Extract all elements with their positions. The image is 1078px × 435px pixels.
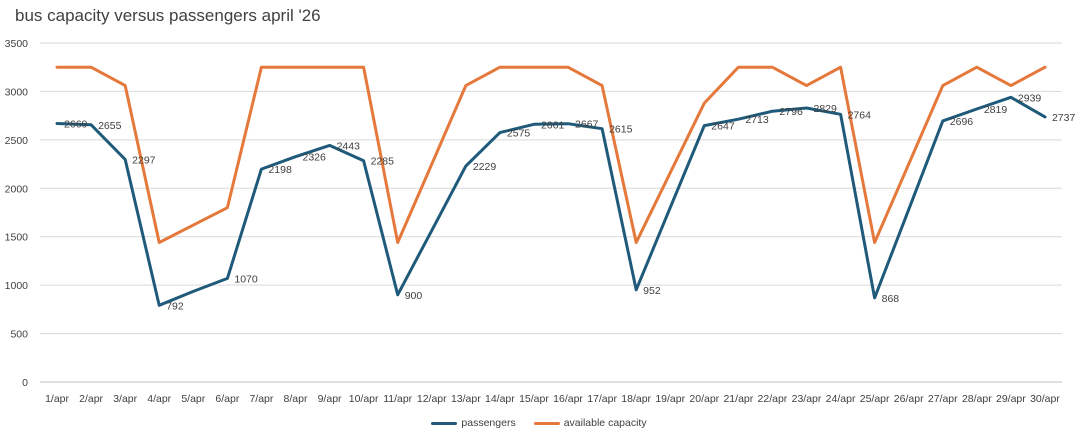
legend: passengers available capacity bbox=[0, 417, 1078, 429]
x-tick-label: 12/apr bbox=[417, 393, 447, 405]
x-tick-label: 10/apr bbox=[349, 393, 379, 405]
legend-item-passengers[interactable]: passengers bbox=[431, 417, 516, 429]
y-tick-label: 1500 bbox=[5, 232, 29, 244]
data-label-passengers: 2713 bbox=[745, 114, 769, 126]
data-label-passengers: 2443 bbox=[337, 140, 361, 152]
data-label-passengers: 2285 bbox=[371, 156, 395, 168]
x-tick-label: 28/apr bbox=[962, 393, 992, 405]
legend-swatch-available-capacity bbox=[533, 421, 560, 425]
data-label-passengers: 1070 bbox=[234, 273, 258, 285]
x-tick-label: 21/apr bbox=[723, 393, 753, 405]
y-tick-label: 500 bbox=[10, 329, 28, 341]
gridlines bbox=[40, 42, 1062, 383]
x-tick-label: 20/apr bbox=[689, 393, 719, 405]
x-tick-label: 26/apr bbox=[894, 393, 924, 405]
y-tick-label: 2000 bbox=[5, 183, 29, 195]
x-axis-ticks: 1/apr 2/apr 3/apr 4/apr 5/apr 6/apr 7/apr 8/apr… bbox=[45, 393, 1060, 405]
data-label-passengers: 2829 bbox=[814, 103, 838, 115]
data-label-passengers: 2615 bbox=[609, 124, 633, 136]
x-tick-label: 13/apr bbox=[451, 393, 481, 405]
y-tick-label: 3000 bbox=[5, 86, 29, 98]
x-tick-label: 5/apr bbox=[181, 393, 205, 405]
data-label-passengers: 2198 bbox=[268, 164, 292, 176]
series-line-passengers bbox=[55, 95, 1047, 307]
x-tick-label: 18/apr bbox=[621, 393, 651, 405]
data-label-passengers: 2575 bbox=[507, 128, 531, 140]
legend-label-passengers: passengers bbox=[461, 417, 516, 429]
data-label-passengers: 2737 bbox=[1052, 112, 1076, 124]
data-labels: 2669 2655 2297 792 1070 2198 2326 2443 2285 900 22… bbox=[64, 92, 1075, 312]
data-label-passengers: 2667 bbox=[575, 119, 599, 131]
x-tick-label: 22/apr bbox=[758, 393, 788, 405]
y-tick-label: 3500 bbox=[5, 38, 29, 50]
x-tick-label: 24/apr bbox=[826, 393, 856, 405]
x-tick-label: 27/apr bbox=[928, 393, 958, 405]
data-label-passengers: 2939 bbox=[1018, 92, 1042, 104]
data-label-passengers: 2661 bbox=[541, 119, 565, 131]
x-tick-label: 19/apr bbox=[655, 393, 685, 405]
data-label-passengers: 2229 bbox=[473, 161, 497, 173]
x-tick-label: 17/apr bbox=[587, 393, 617, 405]
x-tick-label: 8/apr bbox=[284, 393, 308, 405]
data-label-passengers: 2655 bbox=[98, 120, 122, 132]
series-line-available-capacity bbox=[55, 65, 1047, 244]
x-tick-label: 9/apr bbox=[318, 393, 342, 405]
legend-swatch-passengers bbox=[431, 421, 458, 425]
y-tick-label: 1000 bbox=[5, 280, 29, 292]
data-label-passengers: 2819 bbox=[984, 104, 1008, 116]
chart-title: bus capacity versus passengers april '26 bbox=[15, 6, 321, 25]
legend-item-available-capacity[interactable]: available capacity bbox=[533, 417, 647, 429]
x-tick-label: 15/apr bbox=[519, 393, 549, 405]
data-label-passengers: 2647 bbox=[711, 121, 735, 133]
y-tick-label: 2500 bbox=[5, 135, 29, 147]
x-tick-label: 7/apr bbox=[249, 393, 273, 405]
data-label-passengers: 868 bbox=[882, 293, 900, 305]
x-tick-label: 14/apr bbox=[485, 393, 515, 405]
y-tick-label: 0 bbox=[22, 377, 28, 389]
data-label-passengers: 2796 bbox=[779, 106, 803, 118]
data-label-passengers: 2669 bbox=[64, 118, 88, 130]
x-tick-label: 16/apr bbox=[553, 393, 583, 405]
data-label-passengers: 900 bbox=[405, 290, 423, 302]
x-tick-label: 11/apr bbox=[383, 393, 412, 405]
data-label-passengers: 952 bbox=[643, 285, 661, 297]
x-tick-label: 23/apr bbox=[792, 393, 822, 405]
x-tick-label: 30/apr bbox=[1030, 393, 1060, 405]
x-tick-label: 25/apr bbox=[860, 393, 890, 405]
x-tick-label: 2/apr bbox=[79, 393, 103, 405]
data-label-passengers: 2297 bbox=[132, 155, 156, 167]
x-tick-label: 4/apr bbox=[147, 393, 171, 405]
data-label-passengers: 2764 bbox=[848, 109, 872, 121]
x-tick-label: 1/apr bbox=[45, 393, 69, 405]
legend-label-available-capacity: available capacity bbox=[563, 417, 647, 429]
x-tick-label: 29/apr bbox=[996, 393, 1026, 405]
x-tick-label: 3/apr bbox=[113, 393, 137, 405]
data-label-passengers: 792 bbox=[166, 300, 184, 312]
data-label-passengers: 2326 bbox=[303, 152, 327, 164]
series-lines bbox=[55, 65, 1047, 307]
x-tick-label: 6/apr bbox=[215, 393, 239, 405]
data-label-passengers: 2696 bbox=[950, 116, 974, 128]
y-axis-ticks: 0 500 1000 1500 2000 2500 3000 3500 bbox=[5, 38, 29, 389]
